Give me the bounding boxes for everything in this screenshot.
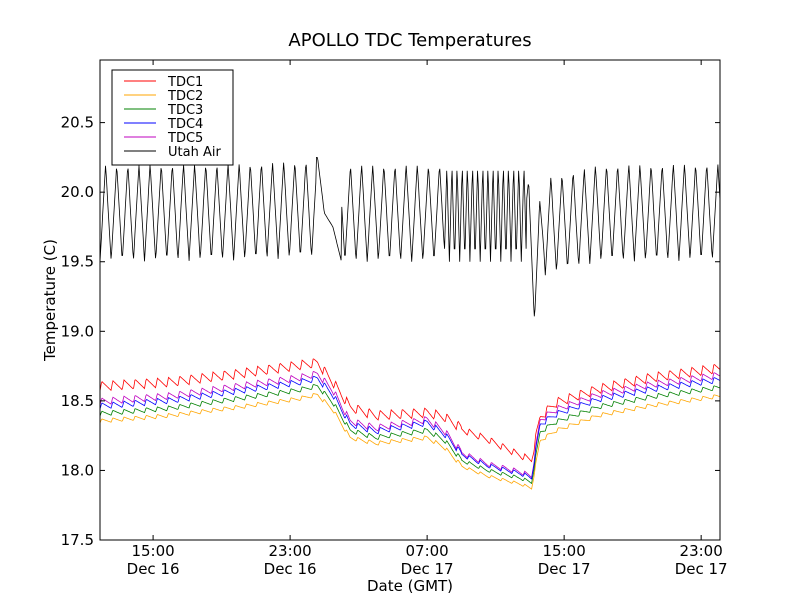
chart-title: APOLLO TDC Temperatures	[288, 30, 531, 51]
y-tick-label: 20.5	[61, 114, 94, 132]
series-line-tdc3	[100, 384, 720, 485]
plot-lines	[100, 157, 720, 490]
x-tick-label-date: Dec 17	[538, 560, 591, 578]
legend-label: TDC4	[167, 117, 203, 132]
x-tick-label-date: Dec 16	[127, 560, 180, 578]
y-axis: 17.5 18.0 18.5 19.0 19.5 20.0 20.5	[61, 114, 720, 549]
x-tick-label-time: 15:00	[131, 542, 174, 560]
x-tick-label-time: 23:00	[680, 542, 723, 560]
y-axis-label: Temperature (C)	[41, 239, 59, 362]
legend-box	[111, 69, 234, 166]
x-tick-label-date: Dec 16	[264, 560, 317, 578]
y-tick-label: 19.5	[61, 253, 94, 271]
series-line-tdc2	[100, 393, 720, 490]
plot-frame	[99, 59, 721, 541]
x-tick-label-date: Dec 17	[675, 560, 728, 578]
y-tick-label: 18.5	[61, 392, 94, 410]
x-tick-label-time: 07:00	[406, 542, 449, 560]
y-tick-label: 19.0	[61, 322, 94, 340]
series-line-tdc4	[100, 375, 720, 480]
y-tick-label: 17.5	[61, 531, 94, 549]
series-line-tdc5	[100, 371, 720, 479]
legend-label: TDC2	[167, 89, 203, 104]
y-tick-label: 20.0	[61, 183, 94, 201]
x-axis-label: Date (GMT)	[367, 577, 453, 595]
series-line-tdc1	[100, 358, 720, 463]
legend-label: TDC3	[167, 103, 203, 118]
legend-label: TDC1	[167, 75, 203, 90]
legend-label: Utah Air	[168, 145, 221, 160]
x-tick-label-date: Dec 17	[401, 560, 454, 578]
y-tick-label: 18.0	[61, 461, 94, 479]
series-line-utah-air	[100, 157, 720, 317]
x-tick-label-time: 23:00	[268, 542, 311, 560]
x-tick-label-time: 15:00	[543, 542, 586, 560]
legend-label: TDC5	[167, 131, 203, 146]
